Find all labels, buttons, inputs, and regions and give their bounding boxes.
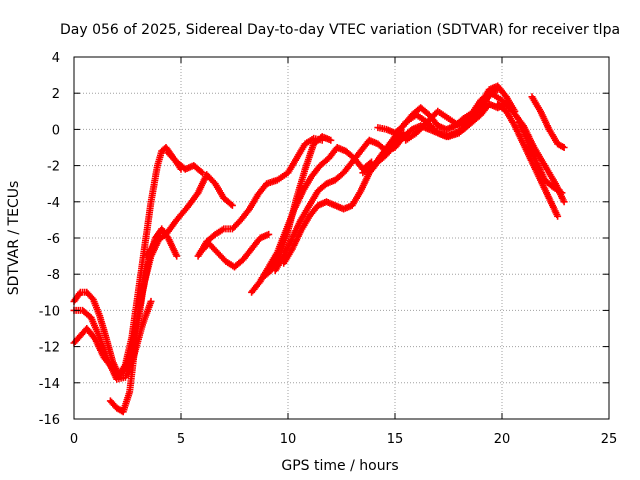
series-trace-15 bbox=[382, 100, 510, 155]
series-trace-10 bbox=[258, 133, 335, 282]
x-axis-label: GPS time / hours bbox=[281, 458, 398, 474]
series-trace-5 bbox=[143, 171, 236, 260]
x-tick-label: 15 bbox=[387, 432, 404, 447]
x-tick-label: 25 bbox=[601, 432, 618, 447]
y-tick-label: -4 bbox=[47, 196, 60, 211]
series-trace-8 bbox=[196, 230, 273, 271]
data-point-markers bbox=[258, 133, 335, 282]
y-tick-label: -12 bbox=[39, 341, 60, 356]
y-axis-label: SDTVAR / TECUs bbox=[6, 181, 22, 296]
y-tick-label: 0 bbox=[52, 123, 60, 138]
data-point-markers bbox=[494, 100, 562, 220]
data-point-markers bbox=[143, 171, 236, 260]
y-tick-label: -14 bbox=[39, 377, 60, 392]
x-tick-label: 5 bbox=[177, 432, 185, 447]
y-tick-label: 4 bbox=[52, 51, 60, 66]
series-trace-11 bbox=[271, 136, 399, 275]
y-tick-label: -10 bbox=[39, 304, 60, 319]
series-trace-6 bbox=[164, 149, 206, 177]
y-tick-label: -2 bbox=[47, 160, 60, 175]
y-tick-label: 2 bbox=[52, 87, 60, 102]
data-point-markers bbox=[528, 93, 568, 151]
data-point-markers bbox=[70, 144, 185, 380]
data-point-markers bbox=[196, 230, 273, 271]
data-point-markers bbox=[382, 100, 510, 155]
series-trace-1 bbox=[70, 144, 185, 380]
data-point-markers bbox=[271, 136, 399, 275]
axis-ticks: 0 5 10 15 20 25 -16 -14 -12 -10 -8 -6 -4 -2 0 2 4 bbox=[39, 51, 618, 447]
data-series bbox=[70, 82, 568, 416]
data-point-markers bbox=[515, 118, 566, 197]
chart-title: Day 056 of 2025, Sidereal Day-to-day VTE… bbox=[60, 22, 620, 38]
y-tick-label: -16 bbox=[39, 413, 60, 428]
series-trace-19 bbox=[515, 118, 566, 197]
y-tick-label: -6 bbox=[47, 232, 60, 247]
y-tick-label: -8 bbox=[47, 268, 60, 283]
x-tick-label: 0 bbox=[70, 432, 78, 447]
series-trace-17 bbox=[494, 100, 562, 220]
series-trace-18 bbox=[528, 93, 568, 151]
data-point-markers bbox=[164, 149, 206, 177]
x-tick-label: 10 bbox=[280, 432, 297, 447]
x-tick-label: 20 bbox=[494, 432, 511, 447]
